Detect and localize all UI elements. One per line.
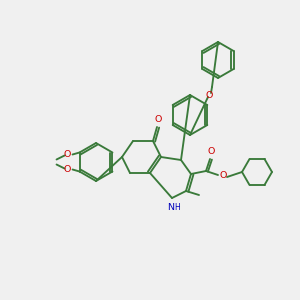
Text: O: O xyxy=(207,148,215,157)
Text: O: O xyxy=(64,165,71,174)
Text: O: O xyxy=(64,150,71,159)
Text: N: N xyxy=(167,202,175,211)
Text: O: O xyxy=(205,91,213,100)
Text: O: O xyxy=(219,172,227,181)
Text: O: O xyxy=(154,116,162,124)
Text: H: H xyxy=(174,202,180,211)
